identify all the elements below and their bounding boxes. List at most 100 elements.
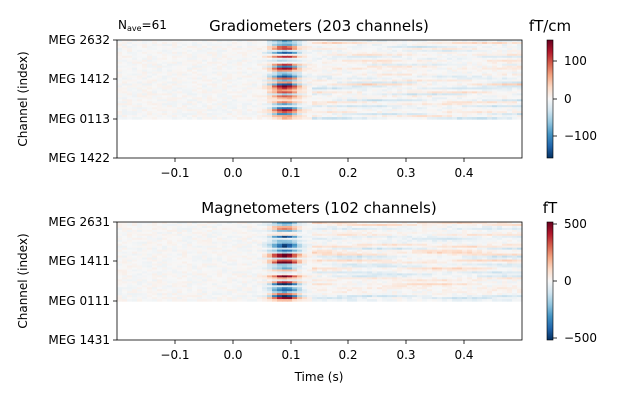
heatmap-cell xyxy=(492,251,498,255)
heatmap-cell xyxy=(507,89,513,92)
heatmap-cell xyxy=(337,223,343,227)
heatmap-cell xyxy=(442,253,448,257)
heatmap-cell xyxy=(507,241,513,245)
heatmap-cell xyxy=(307,241,313,245)
heatmap-cell xyxy=(122,251,128,255)
heatmap-cell xyxy=(357,91,363,94)
heatmap-cell xyxy=(287,109,293,112)
heatmap-cell xyxy=(147,49,153,53)
heatmap-cell xyxy=(427,87,433,91)
heatmap-cell xyxy=(177,103,183,106)
heatmap-cell xyxy=(397,99,403,102)
heatmap-cell xyxy=(262,251,268,255)
heatmap-cell xyxy=(117,69,123,73)
heatmap-cell xyxy=(172,111,178,114)
heatmap-cell xyxy=(327,105,333,108)
heatmap-cell xyxy=(382,243,388,247)
heatmap-cell xyxy=(487,93,493,96)
heatmap-cell xyxy=(507,107,513,110)
heatmap-cell xyxy=(377,87,383,91)
heatmap-cell xyxy=(507,59,513,63)
heatmap-cell xyxy=(467,257,473,261)
heatmap-cell xyxy=(432,45,438,49)
heatmap-cell xyxy=(467,89,473,92)
heatmap-cell xyxy=(292,243,298,247)
heatmap-cell xyxy=(307,87,313,91)
heatmap-cell xyxy=(132,222,138,225)
heatmap-cell xyxy=(337,259,343,263)
heatmap-cell xyxy=(152,247,158,251)
heatmap-cell xyxy=(302,85,308,89)
heatmap-cell xyxy=(472,79,478,83)
heatmap-cell xyxy=(357,251,363,255)
grad-ytick-label-3: MEG 1422 xyxy=(48,151,110,165)
heatmap-cell xyxy=(242,77,248,81)
heatmap-cell xyxy=(182,73,188,77)
heatmap-cell xyxy=(237,103,243,106)
heatmap-cell xyxy=(352,73,358,77)
heatmap-cell xyxy=(207,241,213,245)
heatmap-cell xyxy=(442,40,448,43)
heatmap-cell xyxy=(512,241,518,245)
heatmap-cell xyxy=(277,111,283,114)
heatmap-cell xyxy=(267,43,273,47)
heatmap-cell xyxy=(487,233,493,237)
heatmap-cell xyxy=(347,67,353,71)
heatmap-cell xyxy=(147,87,153,91)
heatmap-cell xyxy=(197,40,203,43)
heatmap-cell xyxy=(457,79,463,83)
heatmap-cell xyxy=(157,227,163,231)
heatmap-cell xyxy=(207,59,213,63)
heatmap-cell xyxy=(272,222,278,225)
heatmap-cell xyxy=(332,261,338,265)
heatmap-cell xyxy=(342,245,348,249)
heatmap-cell xyxy=(412,71,418,75)
heatmap-cell xyxy=(462,227,468,231)
heatmap-cell xyxy=(282,81,288,85)
heatmap-cell xyxy=(127,49,133,53)
heatmap-cell xyxy=(507,255,513,259)
heatmap-cell xyxy=(282,229,288,233)
heatmap-cell xyxy=(292,101,298,104)
heatmap-cell xyxy=(117,59,123,63)
heatmap-cell xyxy=(362,77,368,81)
heatmap-cell xyxy=(197,255,203,259)
heatmap-cell xyxy=(257,49,263,53)
heatmap-cell xyxy=(277,237,283,241)
heatmap-cell xyxy=(377,255,383,259)
heatmap-cell xyxy=(317,249,323,253)
heatmap-cell xyxy=(187,259,193,263)
heatmap-cell xyxy=(282,69,288,73)
heatmap-cell xyxy=(272,253,278,257)
heatmap-cell xyxy=(292,61,298,65)
heatmap-cell xyxy=(497,241,503,245)
heatmap-cell xyxy=(477,245,483,249)
heatmap-cell xyxy=(417,51,423,55)
heatmap-cell xyxy=(402,97,408,100)
heatmap-cell xyxy=(457,93,463,96)
heatmap-cell xyxy=(187,241,193,245)
heatmap-cell xyxy=(187,53,193,57)
heatmap-cell xyxy=(152,261,158,265)
heatmap-cell xyxy=(502,73,508,77)
heatmap-cell xyxy=(452,81,458,85)
heatmap-cell xyxy=(287,249,293,253)
heatmap-cell xyxy=(297,91,303,94)
heatmap-cell xyxy=(422,83,428,87)
heatmap-cell xyxy=(417,73,423,77)
heatmap-cell xyxy=(327,241,333,245)
heatmap-cell xyxy=(452,45,458,49)
heatmap-cell xyxy=(247,67,253,71)
heatmap-cell xyxy=(352,45,358,49)
heatmap-cell xyxy=(382,259,388,263)
heatmap-cell xyxy=(287,103,293,106)
heatmap-cell xyxy=(192,53,198,57)
heatmap-cell xyxy=(187,243,193,247)
heatmap-cell xyxy=(427,53,433,57)
heatmap-cell xyxy=(292,47,298,51)
heatmap-cell xyxy=(297,245,303,249)
heatmap-cell xyxy=(367,253,373,257)
heatmap-cell xyxy=(347,93,353,96)
heatmap-cell xyxy=(372,97,378,100)
heatmap-cell xyxy=(332,117,338,120)
